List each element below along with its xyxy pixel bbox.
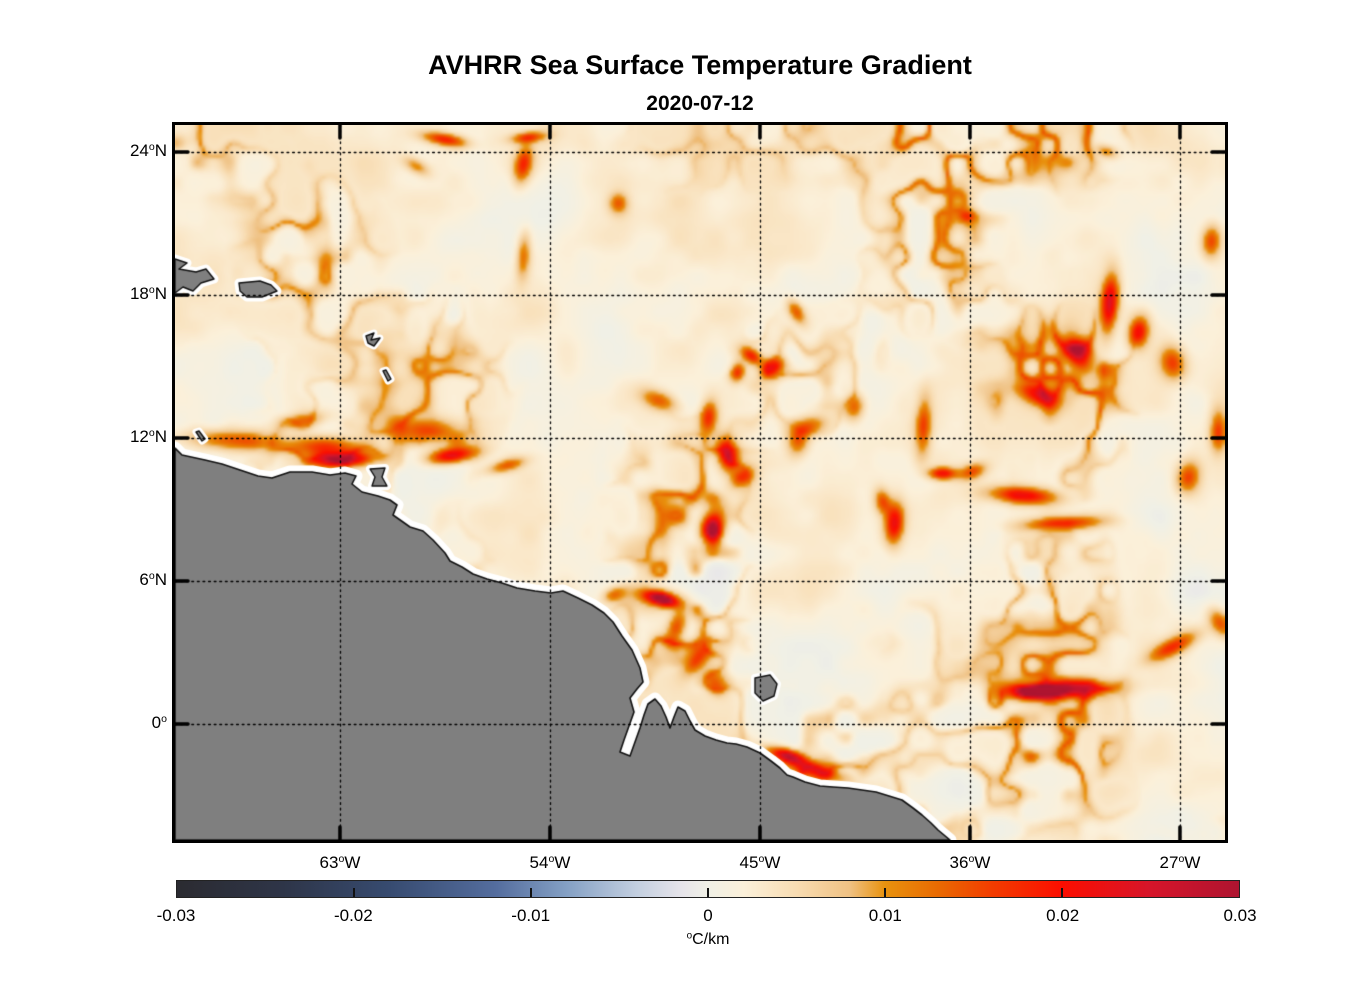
colorbar-tick-label: 0 [703,906,713,925]
y-tick-label: 0o [151,712,167,732]
colorbar-tick-label: 0.01 [868,906,902,925]
colorbar-tick [707,888,709,897]
map-canvas [175,125,1225,840]
colorbar-tick-label: 0.03 [1223,906,1257,925]
y-tick-label: 12oN [129,426,167,446]
colorbar-tick [1061,888,1063,897]
colorbar-tick [883,888,886,897]
chart-title: AVHRR Sea Surface Temperature Gradient [428,50,972,80]
chart-subtitle: 2020-07-12 [646,92,754,115]
y-tick-label: 6oN [139,569,167,589]
x-tick-label: 27oW [1159,853,1201,872]
colorbar [176,880,1240,898]
x-tick-label: 63oW [319,853,361,872]
degree-symbol: o [686,930,693,942]
colorbar-tick [352,888,355,897]
colorbar-tick-label: -0.03 [156,906,196,925]
y-tick-label: 18oN [129,283,167,303]
colorbar-tick-label: 0.02 [1046,906,1080,925]
x-tick-label: 45oW [739,853,781,872]
colorbar-tick-label: -0.02 [333,906,373,925]
y-tick-label: 24oN [129,140,167,160]
colorbar-unit-label: oC/km [686,930,730,948]
x-tick-label: 36oW [949,853,991,872]
x-tick-label: 54oW [529,853,571,872]
colorbar-tick-label: -0.01 [511,906,551,925]
map-plot [172,122,1228,843]
colorbar-tick [529,888,532,897]
